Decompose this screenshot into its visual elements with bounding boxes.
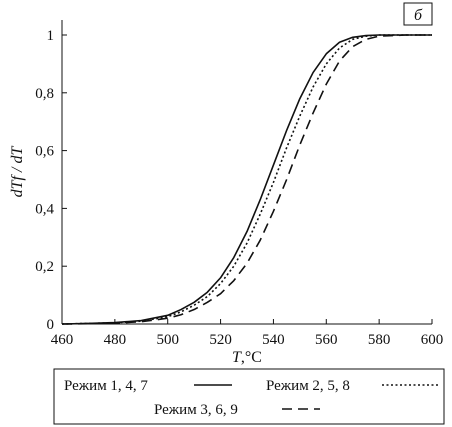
panel-label-text: б xyxy=(414,7,423,24)
x-tick-label: 580 xyxy=(368,332,391,348)
legend-items: Режим 1, 4, 7 Режим 2, 5, 8 Режим 3, 6, 9 xyxy=(64,378,438,418)
y-tick-label: 0,4 xyxy=(35,201,54,217)
x-tick-label: 540 xyxy=(262,332,285,348)
x-tick-label: 520 xyxy=(209,332,232,348)
series-line-1 xyxy=(61,34,432,325)
series-line-2 xyxy=(61,34,432,325)
legend-label-2: Режим 2, 5, 8 xyxy=(266,378,350,394)
y-ticks: 0 0,2 0,4 0,6 0,8 1 xyxy=(35,28,67,333)
x-tick-label: 480 xyxy=(104,332,127,348)
x-axis-label-unit: ,°C xyxy=(241,349,262,366)
x-axis-label-var: T xyxy=(232,349,242,366)
y-tick-label: 0,6 xyxy=(35,144,54,160)
panel-label-box xyxy=(403,2,433,26)
y-tick-label: 0 xyxy=(47,317,55,333)
legend-box xyxy=(53,368,445,425)
x-axis-label: T,°C xyxy=(232,349,262,366)
y-tick-label: 0,8 xyxy=(35,86,54,102)
x-tick-label: 500 xyxy=(156,332,179,348)
legend-label-1: Режим 1, 4, 7 xyxy=(64,378,148,394)
panel-label: б xyxy=(403,2,433,26)
series-line-3 xyxy=(61,34,432,325)
x-tick-label: 600 xyxy=(421,332,444,348)
y-tick-label: 1 xyxy=(47,28,55,44)
y-axis-label: dTf / dT xyxy=(9,146,26,198)
x-tick-label: 560 xyxy=(315,332,338,348)
y-tick-label: 0,2 xyxy=(35,259,54,275)
legend: Режим 1, 4, 7 Режим 2, 5, 8 Режим 3, 6, 9 xyxy=(53,368,445,425)
legend-label-3: Режим 3, 6, 9 xyxy=(154,402,238,418)
x-ticks: 460 480 500 520 540 560 580 600 xyxy=(51,319,444,348)
series-group xyxy=(61,34,432,325)
x-tick-label: 460 xyxy=(51,332,74,348)
